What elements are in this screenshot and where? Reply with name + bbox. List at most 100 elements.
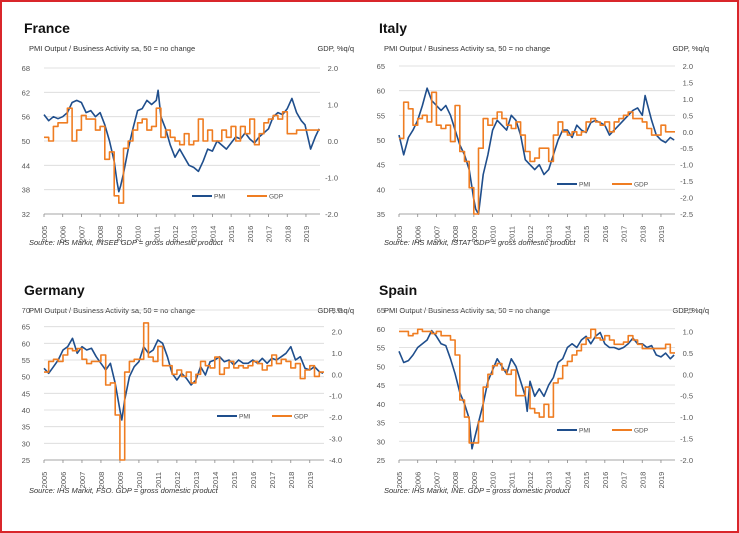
x-tick-label: 2006 [414, 472, 423, 489]
right-axis-label: GDP, %q/q [672, 44, 709, 53]
right-tick-label: 0.0 [332, 370, 342, 379]
chart-title: Italy [379, 20, 408, 36]
series-line-gdp [44, 322, 324, 461]
left-tick-label: 38 [22, 186, 30, 195]
left-axis-label: PMI Output / Business Activity sa, 50 = … [29, 306, 196, 315]
left-tick-label: 68 [22, 64, 30, 73]
x-tick-label: 2007 [77, 226, 86, 243]
left-axis-label: PMI Output / Business Activity sa, 50 = … [29, 44, 196, 53]
chart-plot: 25 30 35 40 45 50 55 60 65 70 -4.0 -3.0 -2.0 -1.0 0.0 1… [22, 306, 342, 489]
x-tick-label: 2013 [545, 226, 554, 243]
x-tick-label: 2014 [211, 472, 220, 489]
legend-label-pmi: PMI [579, 428, 591, 435]
chart-source-note: Source: IHS Markit, ISTAT GDP = gross do… [384, 238, 576, 247]
legend-label-gdp: GDP [634, 182, 648, 189]
left-tick-label: 60 [377, 325, 385, 334]
series-line-gdp [44, 107, 320, 204]
x-tick-label: 2012 [171, 226, 180, 243]
right-tick-label: -1.5 [680, 435, 693, 444]
x-tick-label: 2007 [432, 226, 441, 243]
x-tick-label: 2017 [268, 472, 277, 489]
right-tick-label: 2.0 [332, 327, 342, 336]
right-tick-label: -2.5 [680, 210, 693, 219]
left-tick-label: 30 [377, 437, 385, 446]
x-tick-label: 2010 [489, 472, 498, 489]
right-tick-label: 1.5 [683, 306, 693, 315]
right-axis-label: GDP, %q/q [672, 306, 709, 315]
right-axis-label: GDP, %q/q [317, 306, 354, 315]
chart-source-note: Source: IHS Markit, INSEE GDP = gross do… [29, 238, 223, 247]
x-tick-label: 2015 [582, 472, 591, 489]
right-tick-label: 2.0 [683, 62, 693, 71]
right-tick-label: 0.0 [683, 128, 693, 137]
right-tick-label: 1.0 [332, 349, 342, 358]
x-tick-label: 2008 [96, 226, 105, 243]
left-tick-label: 65 [377, 306, 385, 315]
chart-title: Germany [24, 282, 85, 298]
legend-label-gdp: GDP [294, 414, 308, 421]
left-tick-label: 55 [377, 344, 385, 353]
left-tick-label: 25 [377, 456, 385, 465]
left-tick-label: 45 [377, 381, 385, 390]
left-tick-label: 45 [377, 161, 385, 170]
legend-label-pmi: PMI [579, 182, 591, 189]
chart-source-note: Source: IHS Markit, INE. GDP = gross dom… [384, 486, 570, 495]
right-tick-label: 1.5 [683, 78, 693, 87]
x-tick-label: 2018 [638, 226, 647, 243]
left-tick-label: 55 [22, 356, 30, 365]
series-line-pmi [398, 329, 675, 450]
right-tick-label: 3.0 [332, 306, 342, 315]
x-tick-label: 2008 [97, 472, 106, 489]
x-tick-label: 2014 [563, 226, 572, 243]
x-tick-label: 2017 [265, 226, 274, 243]
legend-label-pmi: PMI [239, 414, 251, 421]
x-tick-label: 2005 [395, 472, 404, 489]
x-tick-label: 2012 [526, 472, 535, 489]
left-tick-label: 35 [377, 419, 385, 428]
x-tick-label: 2018 [287, 472, 296, 489]
left-tick-label: 55 [377, 111, 385, 120]
left-tick-label: 35 [377, 210, 385, 219]
x-tick-label: 2007 [78, 472, 87, 489]
x-tick-label: 2009 [470, 472, 479, 489]
left-tick-label: 35 [22, 423, 30, 432]
right-tick-label: -2.0 [680, 456, 693, 465]
x-tick-label: 2005 [40, 472, 49, 489]
x-tick-label: 2017 [620, 472, 629, 489]
x-tick-label: 2016 [246, 226, 255, 243]
right-tick-label: -0.5 [680, 392, 693, 401]
x-tick-label: 2014 [208, 226, 217, 243]
chart-panel-italy: Italy PMI Output / Business Activity sa,… [357, 2, 717, 252]
x-tick-label: 2005 [40, 226, 49, 243]
right-tick-label: -4.0 [329, 456, 342, 465]
x-tick-label: 2018 [283, 226, 292, 243]
x-tick-label: 2016 [601, 226, 610, 243]
x-tick-label: 2010 [134, 226, 143, 243]
right-tick-label: -3.0 [329, 435, 342, 444]
chart-panel-spain: Spain PMI Output / Business Activity sa,… [357, 264, 717, 514]
right-axis-label: GDP, %q/q [317, 44, 354, 53]
right-tick-label: -1.0 [680, 161, 693, 170]
x-tick-label: 2009 [115, 226, 124, 243]
chart-plot: 35 40 45 50 55 60 65 -2.5 -2.0 -1.5 -1.0 -0.5 0.0 0.5… [377, 62, 693, 243]
left-tick-label: 40 [377, 185, 385, 194]
x-tick-label: 2011 [507, 472, 516, 488]
right-tick-label: -2.0 [329, 413, 342, 422]
legend-label-pmi: PMI [214, 194, 226, 201]
x-tick-label: 2013 [545, 472, 554, 489]
chart-title: France [24, 20, 70, 36]
x-tick-label: 2019 [657, 472, 666, 489]
x-tick-label: 2019 [657, 226, 666, 243]
x-tick-label: 2012 [173, 472, 182, 489]
x-tick-label: 2009 [470, 226, 479, 243]
series-line-pmi [398, 87, 675, 215]
series-line-pmi [43, 89, 320, 193]
x-tick-label: 2011 [152, 226, 161, 242]
x-tick-label: 2015 [582, 226, 591, 243]
x-tick-label: 2011 [154, 472, 163, 488]
x-tick-label: 2006 [59, 226, 68, 243]
chart-panel-france: France PMI Output / Business Activity sa… [2, 2, 362, 252]
right-tick-label: -0.5 [680, 144, 693, 153]
left-tick-label: 44 [22, 161, 30, 170]
